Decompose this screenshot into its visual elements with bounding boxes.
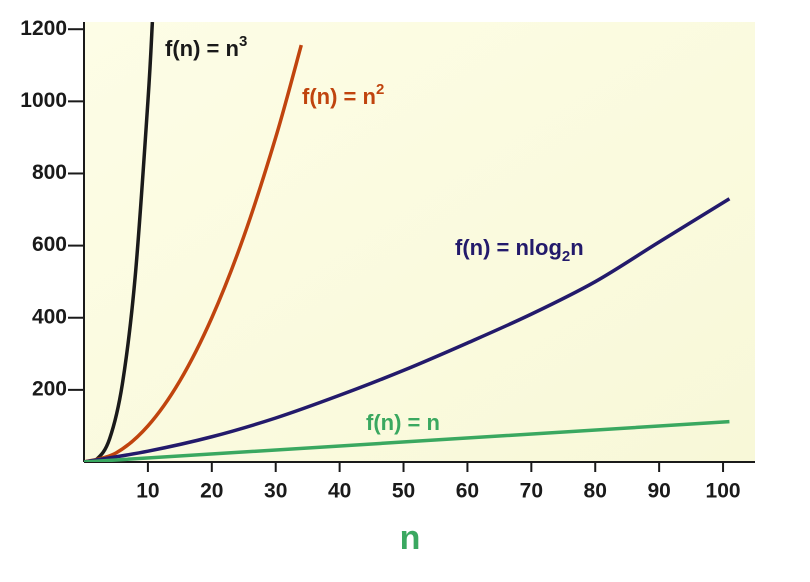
series-line bbox=[84, 197, 731, 462]
x-tick-label: 40 bbox=[328, 480, 351, 503]
y-tick-label: 1000 bbox=[20, 89, 67, 112]
x-tick-label: 80 bbox=[584, 480, 607, 503]
x-tick-label: 90 bbox=[647, 480, 670, 503]
x-tick-label: 60 bbox=[456, 480, 479, 503]
series-line bbox=[84, 419, 730, 462]
series-label-part: 2 bbox=[376, 81, 384, 98]
x-axis-label: n bbox=[400, 519, 421, 557]
series-label-part: f(n) = n bbox=[165, 36, 239, 61]
plot-area bbox=[84, 22, 755, 462]
series-label-part: f(n) = nlog bbox=[455, 235, 562, 260]
y-tick-label: 400 bbox=[32, 305, 67, 328]
series-label-part: n bbox=[570, 235, 583, 260]
y-tick-label: 200 bbox=[32, 377, 67, 400]
x-tick-label: 10 bbox=[136, 480, 159, 503]
y-tick-label: 1200 bbox=[20, 17, 67, 40]
y-tick-label: 600 bbox=[32, 233, 67, 256]
series-label: f(n) = n3 bbox=[165, 33, 247, 61]
x-tick-label: 70 bbox=[520, 480, 543, 503]
series-label-part: f(n) = n bbox=[302, 84, 376, 109]
y-tick-label: 800 bbox=[32, 161, 67, 184]
x-tick-label: 30 bbox=[264, 480, 287, 503]
x-tick-label: 50 bbox=[392, 480, 415, 503]
series-label: f(n) = n2 bbox=[302, 81, 384, 109]
series-label-part: 3 bbox=[239, 33, 247, 50]
series-label: f(n) = n bbox=[366, 410, 440, 435]
series-line bbox=[84, 44, 303, 462]
series-label-part: 2 bbox=[562, 248, 570, 265]
x-tick-label: 20 bbox=[200, 480, 223, 503]
series-label: f(n) = nlog2n bbox=[455, 235, 584, 265]
x-tick-label: 100 bbox=[706, 480, 741, 503]
series-label-part: f(n) = n bbox=[366, 410, 440, 435]
